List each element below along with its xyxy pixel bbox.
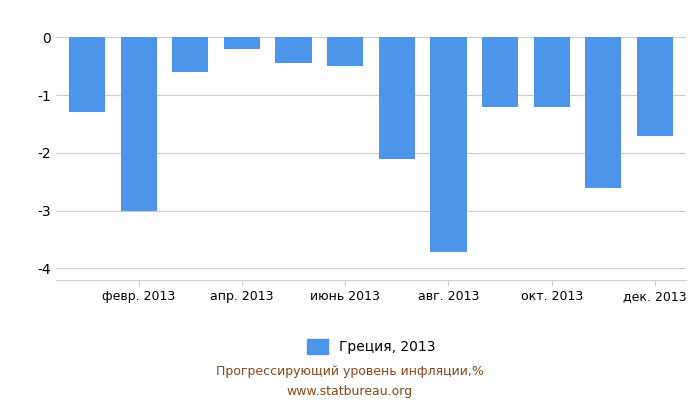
Bar bbox=[120, 37, 157, 211]
Text: Прогрессирующий уровень инфляции,%: Прогрессирующий уровень инфляции,% bbox=[216, 366, 484, 378]
Legend: Греция, 2013: Греция, 2013 bbox=[301, 334, 441, 360]
Bar bbox=[172, 37, 209, 72]
Bar bbox=[585, 37, 622, 188]
Text: www.statbureau.org: www.statbureau.org bbox=[287, 386, 413, 398]
Bar bbox=[276, 37, 312, 63]
Bar bbox=[533, 37, 570, 107]
Bar bbox=[637, 37, 673, 136]
Bar bbox=[69, 37, 105, 112]
Bar bbox=[482, 37, 518, 107]
Bar bbox=[224, 37, 260, 49]
Bar bbox=[327, 37, 363, 66]
Bar bbox=[379, 37, 415, 159]
Bar bbox=[430, 37, 466, 252]
